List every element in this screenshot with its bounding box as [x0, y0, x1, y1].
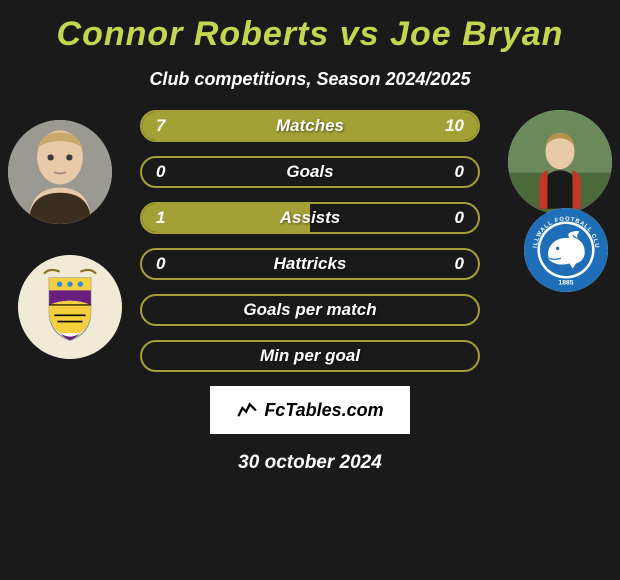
- vs-text: vs: [340, 15, 380, 53]
- svg-text:1885: 1885: [559, 279, 574, 286]
- content-area: MILLWALL FOOTBALL CLUB 1885 7Matches100G…: [0, 110, 620, 474]
- player2-avatar: [508, 110, 612, 214]
- brand-text: FcTables.com: [264, 400, 383, 421]
- stat-row: 7 Matches 10: [140, 110, 480, 142]
- brand-badge[interactable]: FcTables.com: [210, 386, 410, 434]
- stat-value-left: 7: [156, 116, 165, 136]
- stat-row: 0 Goals 0: [140, 156, 480, 188]
- stat-value-right: 10: [445, 116, 464, 136]
- player1-name: Connor Roberts: [57, 15, 330, 53]
- brand-icon: [236, 397, 258, 424]
- stat-value-right: 0: [455, 254, 464, 274]
- stat-value-left: 1: [156, 208, 165, 228]
- stat-value-left: 0: [156, 254, 165, 274]
- footer-date: 30 october 2024: [0, 452, 620, 474]
- stats-list: 7 Matches 10 0 Goals 0 1 Assists 0 0 Hattricks 0 Goa…: [140, 110, 480, 372]
- stat-value-right: 0: [455, 208, 464, 228]
- stat-label: Min per goal: [260, 346, 360, 366]
- stat-label: Goals: [286, 162, 333, 182]
- comparison-card: Connor Roberts vs Joe Bryan Club competi…: [0, 0, 620, 484]
- stat-label: Goals per match: [243, 300, 376, 320]
- club2-badge: MILLWALL FOOTBALL CLUB 1885: [524, 208, 608, 292]
- page-title: Connor Roberts vs Joe Bryan: [0, 15, 620, 54]
- stat-value-right: 0: [455, 162, 464, 182]
- player2-name: Joe Bryan: [390, 15, 563, 53]
- stat-row: 0 Hattricks 0: [140, 248, 480, 280]
- stat-label: Hattricks: [274, 254, 347, 274]
- stat-label: Assists: [280, 208, 340, 228]
- stat-row: 1 Assists 0: [140, 202, 480, 234]
- stat-row: Min per goal: [140, 340, 480, 372]
- stat-value-left: 0: [156, 162, 165, 182]
- stat-row: Goals per match: [140, 294, 480, 326]
- stat-label: Matches: [276, 116, 344, 136]
- club1-badge: [18, 255, 122, 359]
- player1-avatar: [8, 120, 112, 224]
- subtitle: Club competitions, Season 2024/2025: [0, 69, 620, 90]
